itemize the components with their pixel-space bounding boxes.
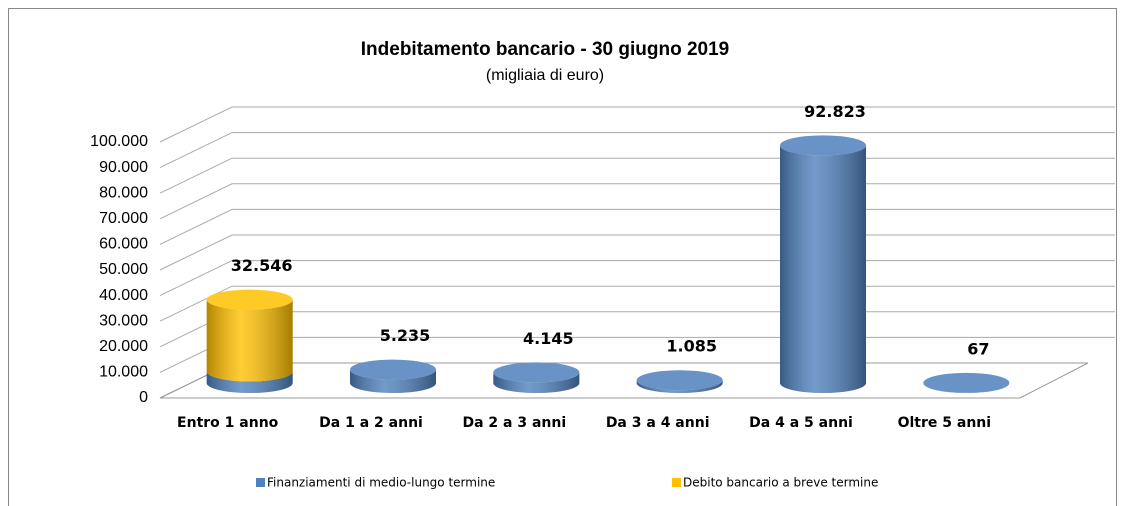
value-label: 92.823	[804, 102, 866, 121]
cylinder-top	[206, 289, 293, 310]
y-tick-label: 20.000	[99, 338, 148, 355]
value-label: 67	[967, 339, 989, 358]
grid-line	[159, 208, 1115, 245]
y-tick-label: 30.000	[99, 312, 148, 329]
cylinder-top-shade	[350, 359, 436, 380]
grid-line	[159, 260, 1115, 297]
y-tick-label: 10.000	[99, 364, 148, 381]
legend-swatch	[672, 478, 681, 487]
chart-subtitle: (migliaia di euro)	[486, 67, 604, 84]
grid-line	[159, 183, 1115, 220]
cylinder-shading	[493, 372, 580, 393]
cylinder-shading	[350, 369, 436, 393]
y-tick-label: 50.000	[99, 261, 148, 278]
cylinder-top	[350, 359, 436, 380]
x-tick-label: Da 4 a 5 anni	[749, 415, 853, 431]
y-tick-label: 80.000	[99, 184, 148, 201]
grid-line	[159, 132, 1115, 169]
legend-label: Debito bancario a breve termine	[683, 476, 878, 490]
value-label: 5.235	[380, 326, 431, 345]
cylinder-shading	[636, 380, 723, 393]
cylinder-top-shade	[923, 372, 1010, 393]
grid-line	[159, 285, 1115, 322]
value-label: 1.085	[666, 337, 717, 356]
x-tick-label: Entro 1 anno	[177, 415, 279, 431]
grid-line	[159, 106, 1115, 143]
cylinder-top	[493, 362, 580, 383]
y-tick-label: 40.000	[99, 287, 148, 304]
value-label: 32.546	[231, 256, 293, 275]
cylinder-top	[923, 372, 1010, 393]
cylinder-top	[636, 370, 723, 391]
y-tick-label: 0	[139, 389, 148, 406]
y-tick-label: 100.000	[90, 133, 148, 150]
legend-label: Finanziamenti di medio-lungo termine	[267, 476, 495, 490]
y-tick-label: 60.000	[99, 236, 148, 253]
x-tick-label: Oltre 5 anni	[898, 415, 991, 431]
y-tick-label: 90.000	[99, 159, 148, 176]
cylinder-top-shade	[493, 362, 580, 383]
x-tick-label: Da 3 a 4 anni	[606, 415, 710, 431]
cylinder-top-shade	[780, 135, 866, 156]
y-tick-label: 70.000	[99, 210, 148, 227]
cylinder-top	[780, 135, 866, 156]
cylinder-shading	[206, 371, 293, 393]
cylinder-shading	[780, 145, 866, 393]
grid-line	[159, 157, 1115, 194]
grid-line	[159, 234, 1115, 271]
cylinder-top-shade	[636, 370, 723, 391]
x-tick-label: Da 2 a 3 anni	[462, 415, 566, 431]
legend-swatch	[256, 478, 265, 487]
cylinder-top-shade	[206, 289, 293, 310]
x-tick-label: Da 1 a 2 anni	[319, 415, 423, 431]
value-label: 4.145	[523, 329, 574, 348]
cylinder-shading	[206, 299, 293, 382]
chart-title: Indebitamento bancario - 30 giugno 2019	[361, 39, 729, 60]
chart-border	[8, 8, 1117, 506]
